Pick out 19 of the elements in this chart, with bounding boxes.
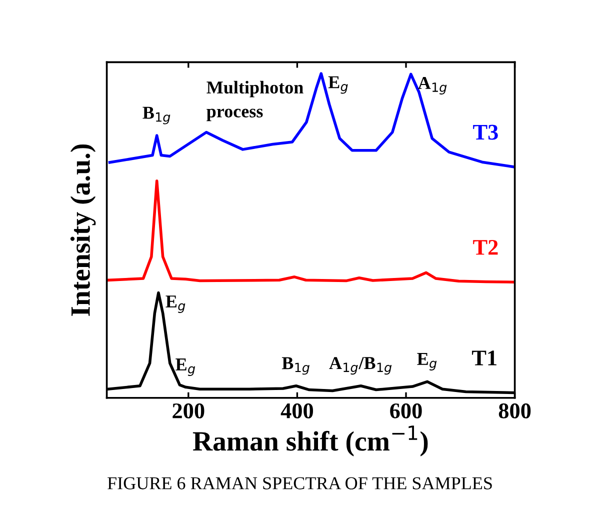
annotation: E$_{g}$	[328, 76, 348, 94]
annotation: A$_{1g}$	[418, 76, 447, 94]
annotation: B$_{1g}$	[142, 106, 170, 124]
x-tick-label: 800	[498, 403, 531, 418]
x-axis-title: Raman shift (cm$^{−1}$)	[192, 426, 428, 456]
series-label: T2	[473, 240, 498, 255]
annotation: E$_{g}$	[176, 358, 196, 376]
series-label: T1	[472, 350, 496, 366]
x-tick-label: 400	[280, 403, 314, 418]
annotation: Multiphoton process	[206, 80, 304, 122]
annotation: B$_{1g}$	[282, 357, 310, 375]
annotation: E$_{g}$	[166, 296, 186, 313]
annotation: A$_{1g}$/B$_{1g}$	[329, 357, 392, 375]
y-axis-title: Intensity (a.u.)	[70, 144, 96, 316]
caption: FIGURE 6 RAMAN SPECTRA OF THE SAMPLES	[108, 477, 492, 490]
x-tick-label: 600	[390, 403, 422, 418]
series-label: T3	[473, 124, 498, 140]
annotation: E$_{g}$	[417, 353, 437, 370]
x-tick-label: 200	[172, 403, 204, 418]
